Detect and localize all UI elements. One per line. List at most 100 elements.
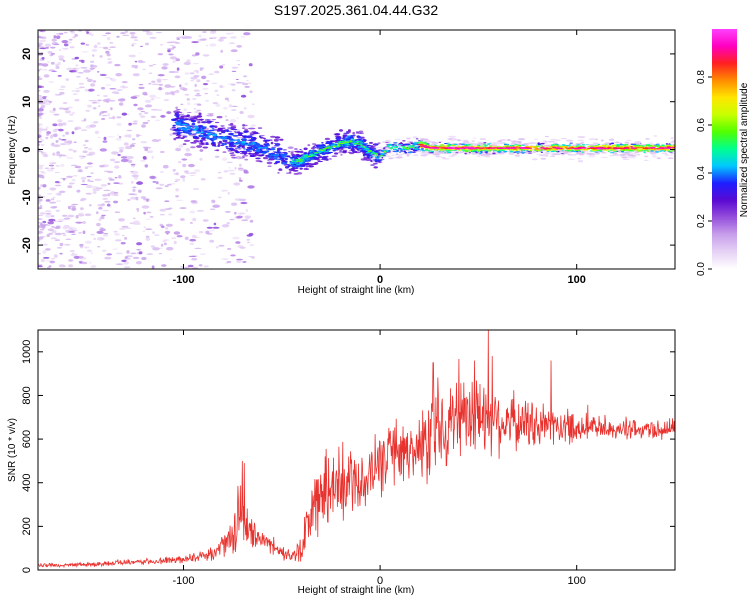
- spectrogram-cell: [200, 178, 206, 181]
- spectrogram-cell: [130, 196, 137, 200]
- spectrogram-cell: [131, 174, 139, 178]
- spectrogram-cell: [205, 99, 210, 102]
- spectrogram-cell: [230, 36, 237, 39]
- spectrogram-cell: [212, 138, 217, 141]
- spectrogram-cell: [202, 132, 207, 135]
- spectrogram-cell: [176, 38, 180, 40]
- spectrogram-cell: [113, 230, 118, 233]
- spectrogram-cell: [44, 167, 50, 170]
- spectrogram-cell: [170, 183, 176, 185]
- spectrogram-cell: [357, 143, 360, 145]
- spectrogram-cell: [133, 176, 139, 180]
- spectrogram-cell: [133, 39, 139, 41]
- spectrogram-cell: [274, 145, 280, 147]
- spectrogram-cell: [177, 127, 184, 130]
- spectrogram-cell: [53, 43, 60, 46]
- spectrogram-cell: [612, 147, 618, 149]
- spectrogram-cell: [76, 189, 81, 193]
- spectrogram-cell: [402, 140, 406, 142]
- spectrogram-cell: [230, 109, 237, 111]
- spectrogram-cell: [184, 236, 189, 240]
- spectrogram-cell: [214, 145, 217, 147]
- snr-x-ticks: -100 0 100: [172, 330, 586, 587]
- spectrogram-cell: [71, 205, 76, 209]
- spectrogram-cell: [143, 146, 149, 149]
- spectrogram-cell: [87, 78, 93, 83]
- spectrogram-cell: [597, 146, 604, 148]
- spectrogram-cell: [599, 150, 603, 152]
- spectrogram-cell: [620, 147, 625, 149]
- spectrogram-cell: [245, 208, 249, 213]
- spectrogram-cell: [99, 228, 106, 232]
- spectrogram-cell: [271, 147, 275, 151]
- spectrogram-cell: [39, 212, 46, 215]
- spectrogram-cell: [201, 126, 207, 128]
- spectrogram-cell: [268, 155, 273, 159]
- spectrogram-cell: [472, 137, 477, 139]
- spectrogram-cell: [109, 41, 114, 44]
- spectrogram-cell: [120, 242, 126, 245]
- spectrogram-cell: [482, 145, 485, 147]
- spectrogram-cell: [147, 120, 150, 122]
- spectrogram-cell: [65, 78, 69, 81]
- spectrogram-cell: [333, 148, 338, 151]
- spectrogram-cell: [659, 150, 663, 152]
- spectrogram-cell: [214, 149, 219, 151]
- spectrogram-cell: [190, 119, 197, 123]
- spectrogram-cell: [198, 118, 204, 121]
- spectrogram-cell: [239, 246, 246, 249]
- spectrogram-cell: [328, 146, 333, 148]
- spectrogram-cell: [248, 232, 254, 236]
- spectrogram-cell: [239, 111, 244, 114]
- spectrogram-cell: [470, 152, 478, 155]
- spectrogram-cell: [62, 60, 66, 62]
- spectrogram-cell: [136, 242, 143, 246]
- spectrogram-cell: [301, 154, 303, 156]
- spectrogram-cell: [219, 85, 223, 88]
- spectrogram-cell: [53, 35, 57, 39]
- spectrogram-cell: [503, 147, 511, 149]
- spectrogram-cell: [239, 157, 246, 159]
- spectrogram-cell: [141, 256, 147, 261]
- spectrogram-cell: [206, 120, 212, 124]
- spectrogram-cell: [202, 54, 210, 57]
- spectrogram-cell: [38, 214, 44, 216]
- spectrogram-cell: [594, 152, 599, 153]
- spectrogram-cell: [60, 143, 66, 145]
- spectrogram-cell: [59, 242, 64, 247]
- spectrogram-cell: [179, 84, 182, 88]
- spectrogram-cell: [151, 265, 155, 269]
- spectrogram-cell: [289, 161, 292, 163]
- spectrogram-cell: [263, 137, 266, 140]
- spectrogram-cell: [78, 232, 82, 234]
- spectrogram-cell: [322, 148, 328, 150]
- spectrogram-cell: [587, 144, 596, 146]
- spectrogram-cell: [257, 127, 263, 129]
- spectrogram-cell: [182, 163, 187, 168]
- spectrogram-cell: [217, 171, 222, 174]
- spectrogram-cell: [398, 151, 402, 153]
- spectrogram-cell: [86, 31, 89, 34]
- spectrogram-cell: [294, 150, 301, 153]
- spectrogram-cell: [506, 144, 509, 146]
- spectrogram-cell: [300, 150, 304, 154]
- spectrogram-cell: [38, 174, 45, 178]
- spectrogram-cell: [247, 114, 255, 119]
- spectrogram-cell: [626, 139, 632, 142]
- spectrogram-cell: [148, 82, 152, 85]
- spectrogram-cell: [294, 161, 298, 163]
- spectrogram-cell: [321, 157, 327, 160]
- spectrogram-cell: [622, 146, 626, 147]
- spectrogram-cell: [503, 144, 507, 146]
- spectrogram-cell: [210, 30, 217, 33]
- spectrogram-cell: [149, 216, 154, 218]
- spectrogram-cell: [67, 185, 73, 189]
- spectrogram-cell: [77, 72, 84, 74]
- spectrogram-cell: [370, 153, 373, 155]
- spectrogram-cell: [417, 142, 423, 144]
- spectrogram-cell: [321, 152, 326, 156]
- spectrogram-cell: [85, 154, 93, 156]
- spectrogram-cell: [223, 170, 229, 173]
- spectrogram-cell: [101, 214, 106, 217]
- spectrogram-cell: [495, 149, 500, 151]
